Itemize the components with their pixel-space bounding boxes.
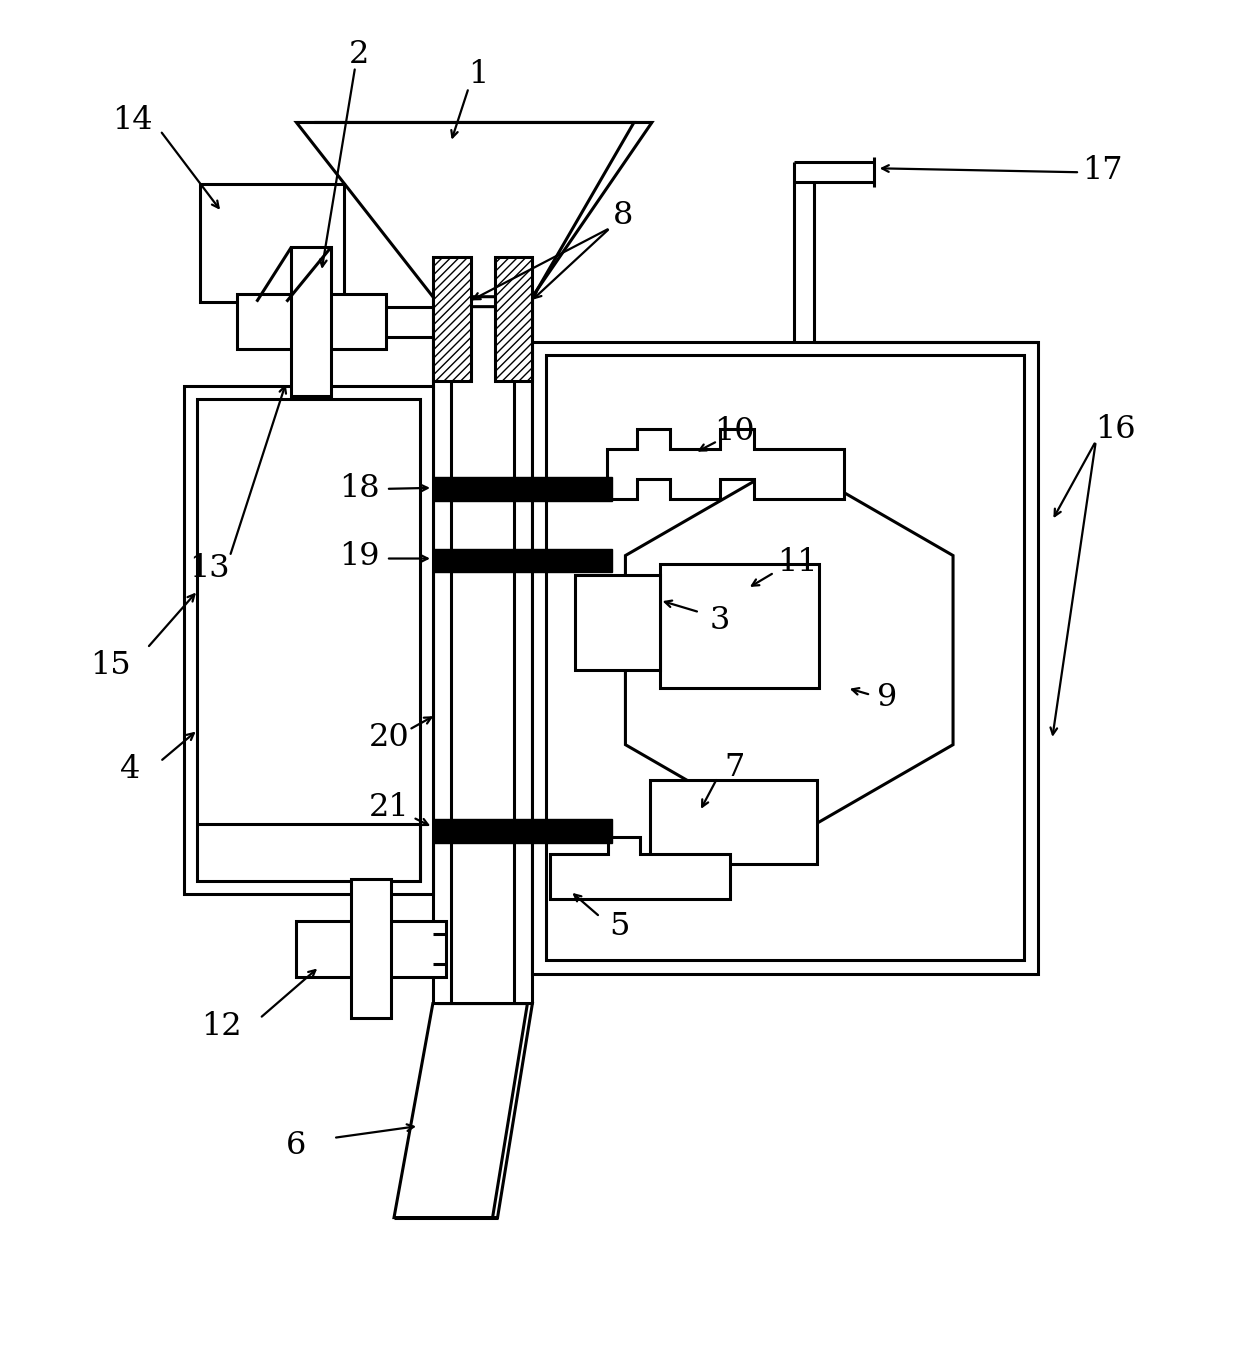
Bar xyxy=(296,921,446,976)
Text: 21: 21 xyxy=(368,792,409,824)
Text: 16: 16 xyxy=(1095,413,1136,444)
Bar xyxy=(532,342,1038,973)
Polygon shape xyxy=(551,837,729,899)
Bar xyxy=(291,247,331,397)
Bar xyxy=(200,184,345,301)
Text: 5: 5 xyxy=(610,911,630,942)
Polygon shape xyxy=(394,1003,532,1218)
Text: 2: 2 xyxy=(348,39,370,70)
Text: 14: 14 xyxy=(112,105,153,136)
Bar xyxy=(547,355,1024,960)
Text: 10: 10 xyxy=(714,416,755,447)
Bar xyxy=(433,256,471,381)
Text: 20: 20 xyxy=(368,722,409,753)
Bar xyxy=(650,779,817,864)
Text: 18: 18 xyxy=(339,474,379,505)
Text: 6: 6 xyxy=(286,1130,306,1161)
Bar xyxy=(351,879,391,1018)
Bar xyxy=(433,477,613,501)
Text: 7: 7 xyxy=(724,752,745,783)
Text: 19: 19 xyxy=(339,541,379,572)
Bar xyxy=(495,256,532,381)
Polygon shape xyxy=(608,429,844,498)
Text: 3: 3 xyxy=(709,605,729,636)
Bar xyxy=(433,819,613,844)
Bar xyxy=(184,386,433,894)
Bar xyxy=(197,400,420,882)
Text: 11: 11 xyxy=(777,547,817,578)
Polygon shape xyxy=(296,123,652,297)
Text: 15: 15 xyxy=(91,649,130,680)
Bar xyxy=(575,575,660,670)
Text: 8: 8 xyxy=(613,200,634,231)
Bar xyxy=(237,294,386,350)
Bar xyxy=(433,548,613,572)
Text: 9: 9 xyxy=(877,682,897,713)
Text: 1: 1 xyxy=(469,59,489,90)
Text: 12: 12 xyxy=(201,1011,242,1042)
Polygon shape xyxy=(625,460,954,840)
Text: 4: 4 xyxy=(120,755,140,786)
Text: 17: 17 xyxy=(1083,155,1123,186)
Bar xyxy=(660,563,820,688)
Text: 13: 13 xyxy=(190,554,231,585)
